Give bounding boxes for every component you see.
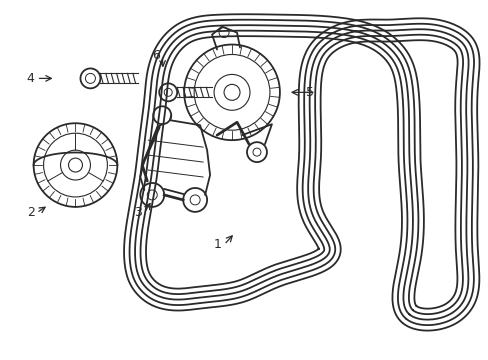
Text: 3: 3 [134,206,142,219]
Text: 4: 4 [27,72,35,85]
Text: 1: 1 [214,238,222,251]
Text: 2: 2 [27,206,35,219]
Text: 5: 5 [305,86,313,99]
Text: 6: 6 [152,49,160,62]
